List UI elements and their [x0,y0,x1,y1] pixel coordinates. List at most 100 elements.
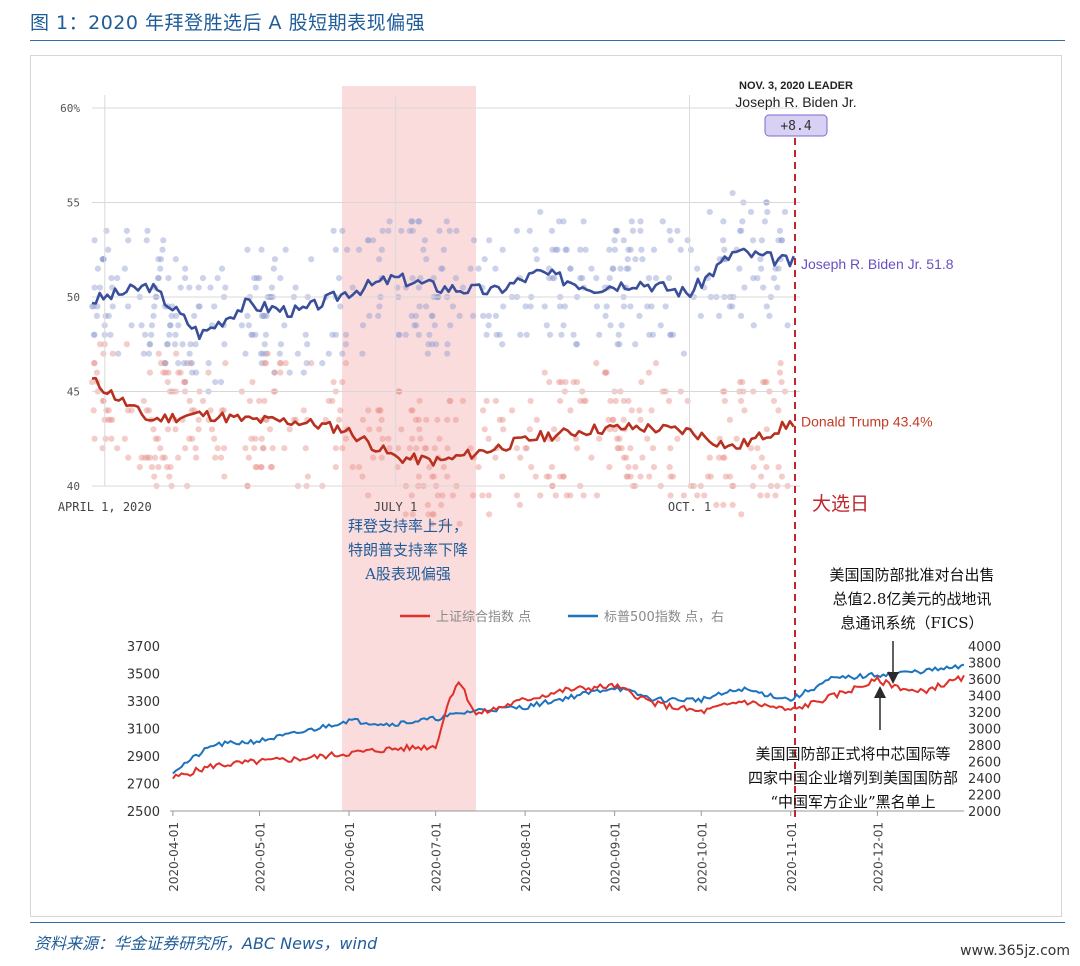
trump-poll-dot [637,416,644,423]
biden-poll-dot [558,331,565,338]
trump-poll-dot [173,350,180,357]
trump-poll-dot [513,445,520,452]
trump-poll-dot [221,473,228,480]
trump-poll-dot [446,397,453,405]
index-right-tick: 3000 [968,723,1001,738]
biden-poll-dot [359,350,366,357]
biden-poll-dot [375,312,382,319]
legend-spx-label: 标普500指数 点，右 [604,610,724,625]
biden-poll-dot [533,256,540,263]
shade-annotation-line: A股表现偏强 [364,565,451,583]
biden-poll-dot [217,378,225,386]
biden-poll-dot [629,227,637,234]
biden-poll-dot [177,284,184,291]
biden-poll-dot [706,208,713,216]
biden-poll-dot [424,350,431,357]
biden-poll-dot [423,256,430,263]
biden-poll-dot [205,360,212,367]
trump-poll-dot [257,464,265,471]
trump-poll-dot [378,454,385,461]
biden-poll-dot [662,303,669,310]
index-left-tick: 3500 [127,668,160,683]
biden-poll-dot [253,275,260,282]
trump-poll-dot [593,360,600,367]
biden-poll-dot [258,312,266,319]
trump-poll-dot [469,492,477,499]
biden-poll-dot [193,369,200,376]
trump-poll-dot [615,445,622,452]
biden-poll-dot [444,341,451,348]
trump-poll-dot [286,426,293,433]
trump-poll-dot [128,407,135,414]
biden-poll-dot [422,303,430,310]
biden-poll-dot [449,303,456,310]
biden-poll-dot [221,341,228,348]
biden-poll-dot [408,218,415,225]
biden-poll-dot [627,246,634,253]
trump-poll-dot [109,416,116,423]
biden-poll-dot [325,350,332,357]
trump-poll-dot [757,492,764,499]
trump-poll-dot [163,464,171,471]
biden-poll-dot [370,237,377,244]
trump-poll-dot [763,426,770,433]
trump-poll-dot [605,416,612,423]
biden-poll-dot [163,341,171,348]
trump-poll-dot [329,397,336,405]
trump-poll-dot [429,511,436,518]
biden-poll-dot [687,246,695,253]
biden-poll-dot [191,312,198,319]
trump-poll-dot [720,501,727,508]
biden-poll-dot [741,284,748,291]
trump-poll-dot [438,501,445,508]
biden-poll-dot [637,218,644,225]
biden-average-line [91,247,795,341]
smic-annotation-line: 美国国防部正式将中芯国际等 [755,745,950,763]
trump-poll-dot [758,473,765,480]
trump-poll-dot [480,407,487,414]
biden-poll-dot [199,275,207,282]
trump-poll-dot [721,397,728,405]
biden-poll-dot [543,322,550,329]
trump-poll-dot [763,464,770,471]
trump-poll-dot [195,426,202,433]
trump-poll-dot [376,407,383,414]
trump-poll-dot [567,407,574,414]
biden-poll-dot [411,322,418,329]
trump-poll-dot [271,369,278,376]
biden-poll-dot [138,322,145,329]
trump-poll-dot [721,454,728,461]
trump-poll-dot [90,360,98,367]
index-left-tick: 3300 [127,695,160,710]
biden-poll-dot [166,331,173,338]
biden-poll-dot [781,208,789,216]
trump-poll-dot [776,369,784,376]
biden-poll-dot [736,227,744,234]
trump-poll-dot [300,407,307,414]
biden-poll-dot [107,331,114,338]
biden-poll-dot [103,227,110,234]
biden-poll-dot [342,341,349,348]
biden-poll-dot [659,218,666,225]
biden-poll-dot [446,227,453,234]
trump-poll-dot [452,416,459,423]
trump-poll-dot [249,378,256,386]
trump-poll-dot [777,360,784,367]
trump-poll-dot [492,454,499,461]
biden-poll-dot [420,246,427,253]
biden-poll-dot [596,331,603,338]
trump-poll-dot [612,397,619,405]
trump-poll-dot [707,473,714,480]
biden-poll-dot [329,331,336,338]
biden-poll-dot [182,265,189,272]
trump-poll-dot [624,473,631,480]
biden-poll-dot [572,341,580,348]
poll-y-tick: 40 [67,480,80,493]
trump-poll-dot [245,454,252,461]
trump-poll-dot [146,369,154,376]
sse-line [172,674,965,780]
trump-poll-dot [588,454,595,461]
index-left-tick: 2900 [127,750,160,765]
index-x-tick: 2020-08-01 [519,822,533,892]
trump-poll-dot [378,416,385,423]
